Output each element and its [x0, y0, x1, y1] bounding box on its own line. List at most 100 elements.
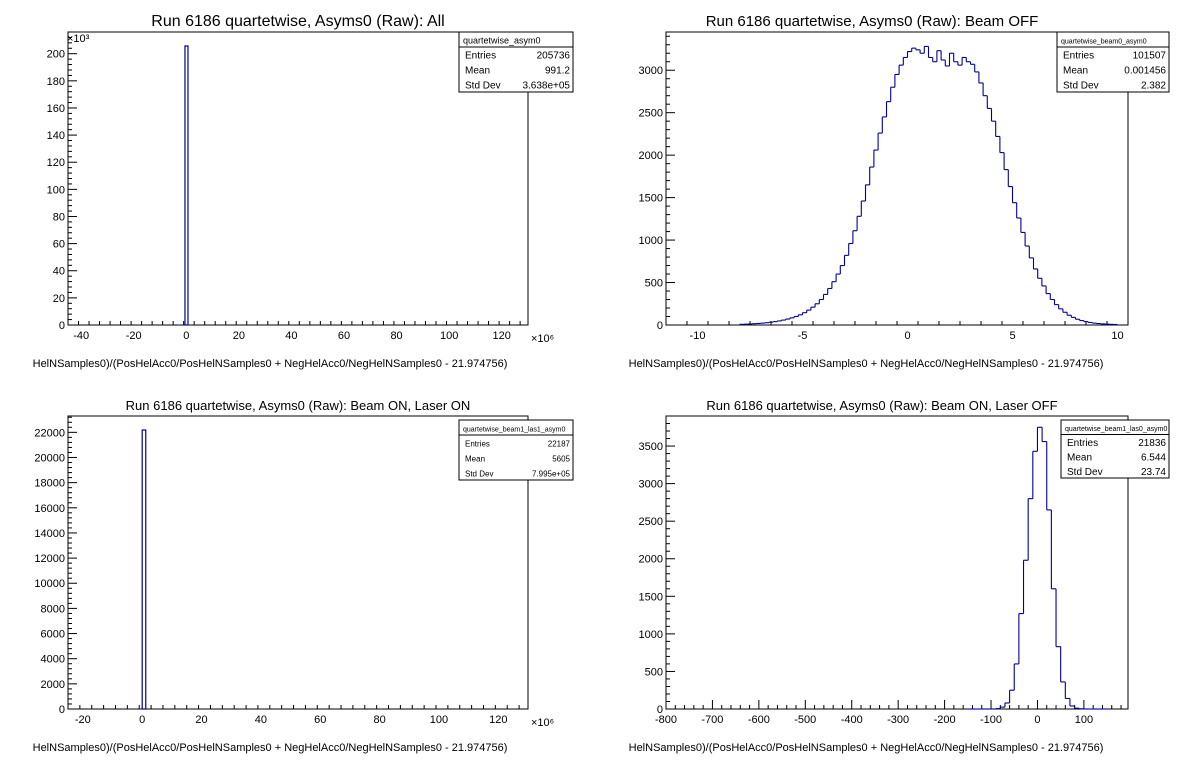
- x-tick-label: 80: [373, 714, 385, 726]
- plot-frame: [665, 415, 1129, 710]
- panel-all: Run 6186 quartetwise, Asyms0 (Raw): All …: [33, 13, 574, 370]
- x-tick-label: -20: [75, 714, 91, 726]
- x-tick-label: 120: [493, 330, 511, 342]
- y-tick-label: 1500: [639, 591, 663, 603]
- stats-label: Std Dev: [1063, 81, 1099, 92]
- y-tick-label: 20: [53, 293, 65, 305]
- y-tick-label: 60: [53, 239, 65, 251]
- y-tick-label: 20000: [34, 452, 65, 464]
- x-multiplier: ×10⁶: [531, 717, 554, 729]
- x-tick-label: 0: [139, 714, 145, 726]
- y-tick-label: 500: [645, 278, 663, 290]
- stats-box-frame: [458, 31, 574, 93]
- stats-label: Mean: [1063, 66, 1088, 77]
- x-tick-label: 100: [430, 714, 448, 726]
- x-axis-label: HelNSamples0)/(PosHelAcc0/PosHelNSamples…: [629, 358, 1104, 370]
- stats-box-name: quartetwise_beam0_asym0: [1061, 38, 1147, 45]
- x-tick-label: -20: [126, 330, 142, 342]
- stats-label: Std Dev: [465, 81, 501, 92]
- histogram-bar: [141, 429, 147, 710]
- x-tick-label: 0: [1034, 714, 1040, 726]
- stats-value: 991.2: [545, 66, 570, 77]
- x-multiplier: ×10⁶: [531, 333, 554, 345]
- stats-value: 2.382: [1141, 81, 1166, 92]
- x-tick-label: -40: [73, 330, 89, 342]
- stats-value: 101507: [1133, 51, 1167, 62]
- y-tick-label: 12000: [34, 553, 65, 565]
- stats-label: Std Dev: [1067, 467, 1103, 478]
- stats-label: Std Dev: [465, 470, 493, 479]
- x-tick-label: 20: [233, 330, 245, 342]
- y-tick-label: 0: [657, 704, 663, 716]
- x-tick-label: 5: [1009, 330, 1015, 342]
- stats-value: 7.995e+05: [532, 470, 571, 479]
- x-tick-label: -800: [655, 714, 677, 726]
- y-tick-label: 500: [645, 666, 663, 678]
- x-tick-label: 60: [338, 330, 350, 342]
- stats-value: 21836: [1138, 438, 1166, 449]
- y-tick-label: 1000: [639, 629, 663, 641]
- stats-box: quartetwise_beam0_asym0 Entries 101507 Mean…: [1056, 31, 1170, 93]
- y-tick-label: 3000: [639, 479, 663, 491]
- panel-title: Run 6186 quartetwise, Asyms0 (Raw): Beam…: [706, 398, 1057, 413]
- y-tick-label: 120: [47, 157, 65, 169]
- y-tick-label: 100: [47, 184, 65, 196]
- stats-box: quartetwise_beam1_las0_asym0 Entries 21836…: [1060, 419, 1170, 479]
- y-tick-label: 6000: [41, 629, 65, 641]
- y-tick-label: 2000: [41, 679, 65, 691]
- x-tick-label: 0: [904, 330, 910, 342]
- y-tick-label: 3000: [639, 65, 663, 77]
- y-tick-label: 180: [47, 76, 65, 88]
- y-tick-label: 3500: [639, 441, 663, 453]
- y-tick-label: 1000: [639, 235, 663, 247]
- x-tick-label: -300: [887, 714, 909, 726]
- stats-box-name: quartetwise_asym0: [463, 35, 541, 45]
- stats-value: 22187: [548, 440, 571, 449]
- y-tick-label: 1500: [639, 193, 663, 205]
- panel-beam-on-laser-on: Run 6186 quartetwise, Asyms0 (Raw): Beam…: [33, 398, 574, 754]
- x-tick-label: 120: [489, 714, 507, 726]
- y-tick-label: 80: [53, 211, 65, 223]
- panel-title: Run 6186 quartetwise, Asyms0 (Raw): Beam…: [706, 13, 1039, 30]
- stats-box: quartetwise_asym0 Entries 205736 Mean 991.2 S…: [458, 31, 574, 93]
- stats-value: 5605: [552, 455, 570, 464]
- stats-value: 205736: [537, 51, 571, 62]
- y-tick-label: 22000: [34, 427, 65, 439]
- stats-value: 23.74: [1141, 467, 1166, 478]
- y-tick-label: 2500: [639, 516, 663, 528]
- panel-title: Run 6186 quartetwise, Asyms0 (Raw): Beam…: [126, 398, 471, 413]
- x-tick-label: -10: [690, 330, 706, 342]
- y-tick-label: 2000: [639, 554, 663, 566]
- x-axis-label: HelNSamples0)/(PosHelAcc0/PosHelNSamples…: [629, 742, 1104, 754]
- stats-box: quartetwise_beam1_las1_asym0 Entries 22187…: [458, 419, 574, 481]
- y-tick-label: 2500: [639, 108, 663, 120]
- y-tick-label: 4000: [41, 654, 65, 666]
- x-tick-label: 20: [195, 714, 207, 726]
- stats-value: 6.544: [1141, 452, 1166, 463]
- x-tick-label: 60: [314, 714, 326, 726]
- x-tick-label: -700: [701, 714, 723, 726]
- stats-box-name: quartetwise_beam1_las1_asym0: [463, 426, 565, 433]
- x-tick-label: 80: [390, 330, 402, 342]
- x-tick-label: -200: [934, 714, 956, 726]
- stats-label: Mean: [465, 66, 490, 77]
- stats-label: Entries: [465, 51, 496, 62]
- stats-label: Entries: [465, 440, 490, 449]
- x-tick-label: 10: [1111, 330, 1123, 342]
- x-tick-label: 100: [1075, 714, 1093, 726]
- y-tick-label: 8000: [41, 603, 65, 615]
- stats-box-frame: [458, 419, 574, 481]
- x-tick-label: -100: [980, 714, 1002, 726]
- stats-value: 0.001456: [1124, 66, 1166, 77]
- x-tick-label: 100: [440, 330, 458, 342]
- x-tick-label: -500: [794, 714, 816, 726]
- plot-frame: [67, 415, 529, 710]
- stats-box-frame: [1056, 31, 1170, 93]
- y-tick-label: 0: [59, 704, 65, 716]
- x-tick-label: -600: [748, 714, 770, 726]
- stats-label: Entries: [1067, 438, 1098, 449]
- x-tick-label: -400: [841, 714, 863, 726]
- panel-beam-on-laser-off: Run 6186 quartetwise, Asyms0 (Raw): Beam…: [629, 398, 1170, 754]
- y-tick-label: 140: [47, 130, 65, 142]
